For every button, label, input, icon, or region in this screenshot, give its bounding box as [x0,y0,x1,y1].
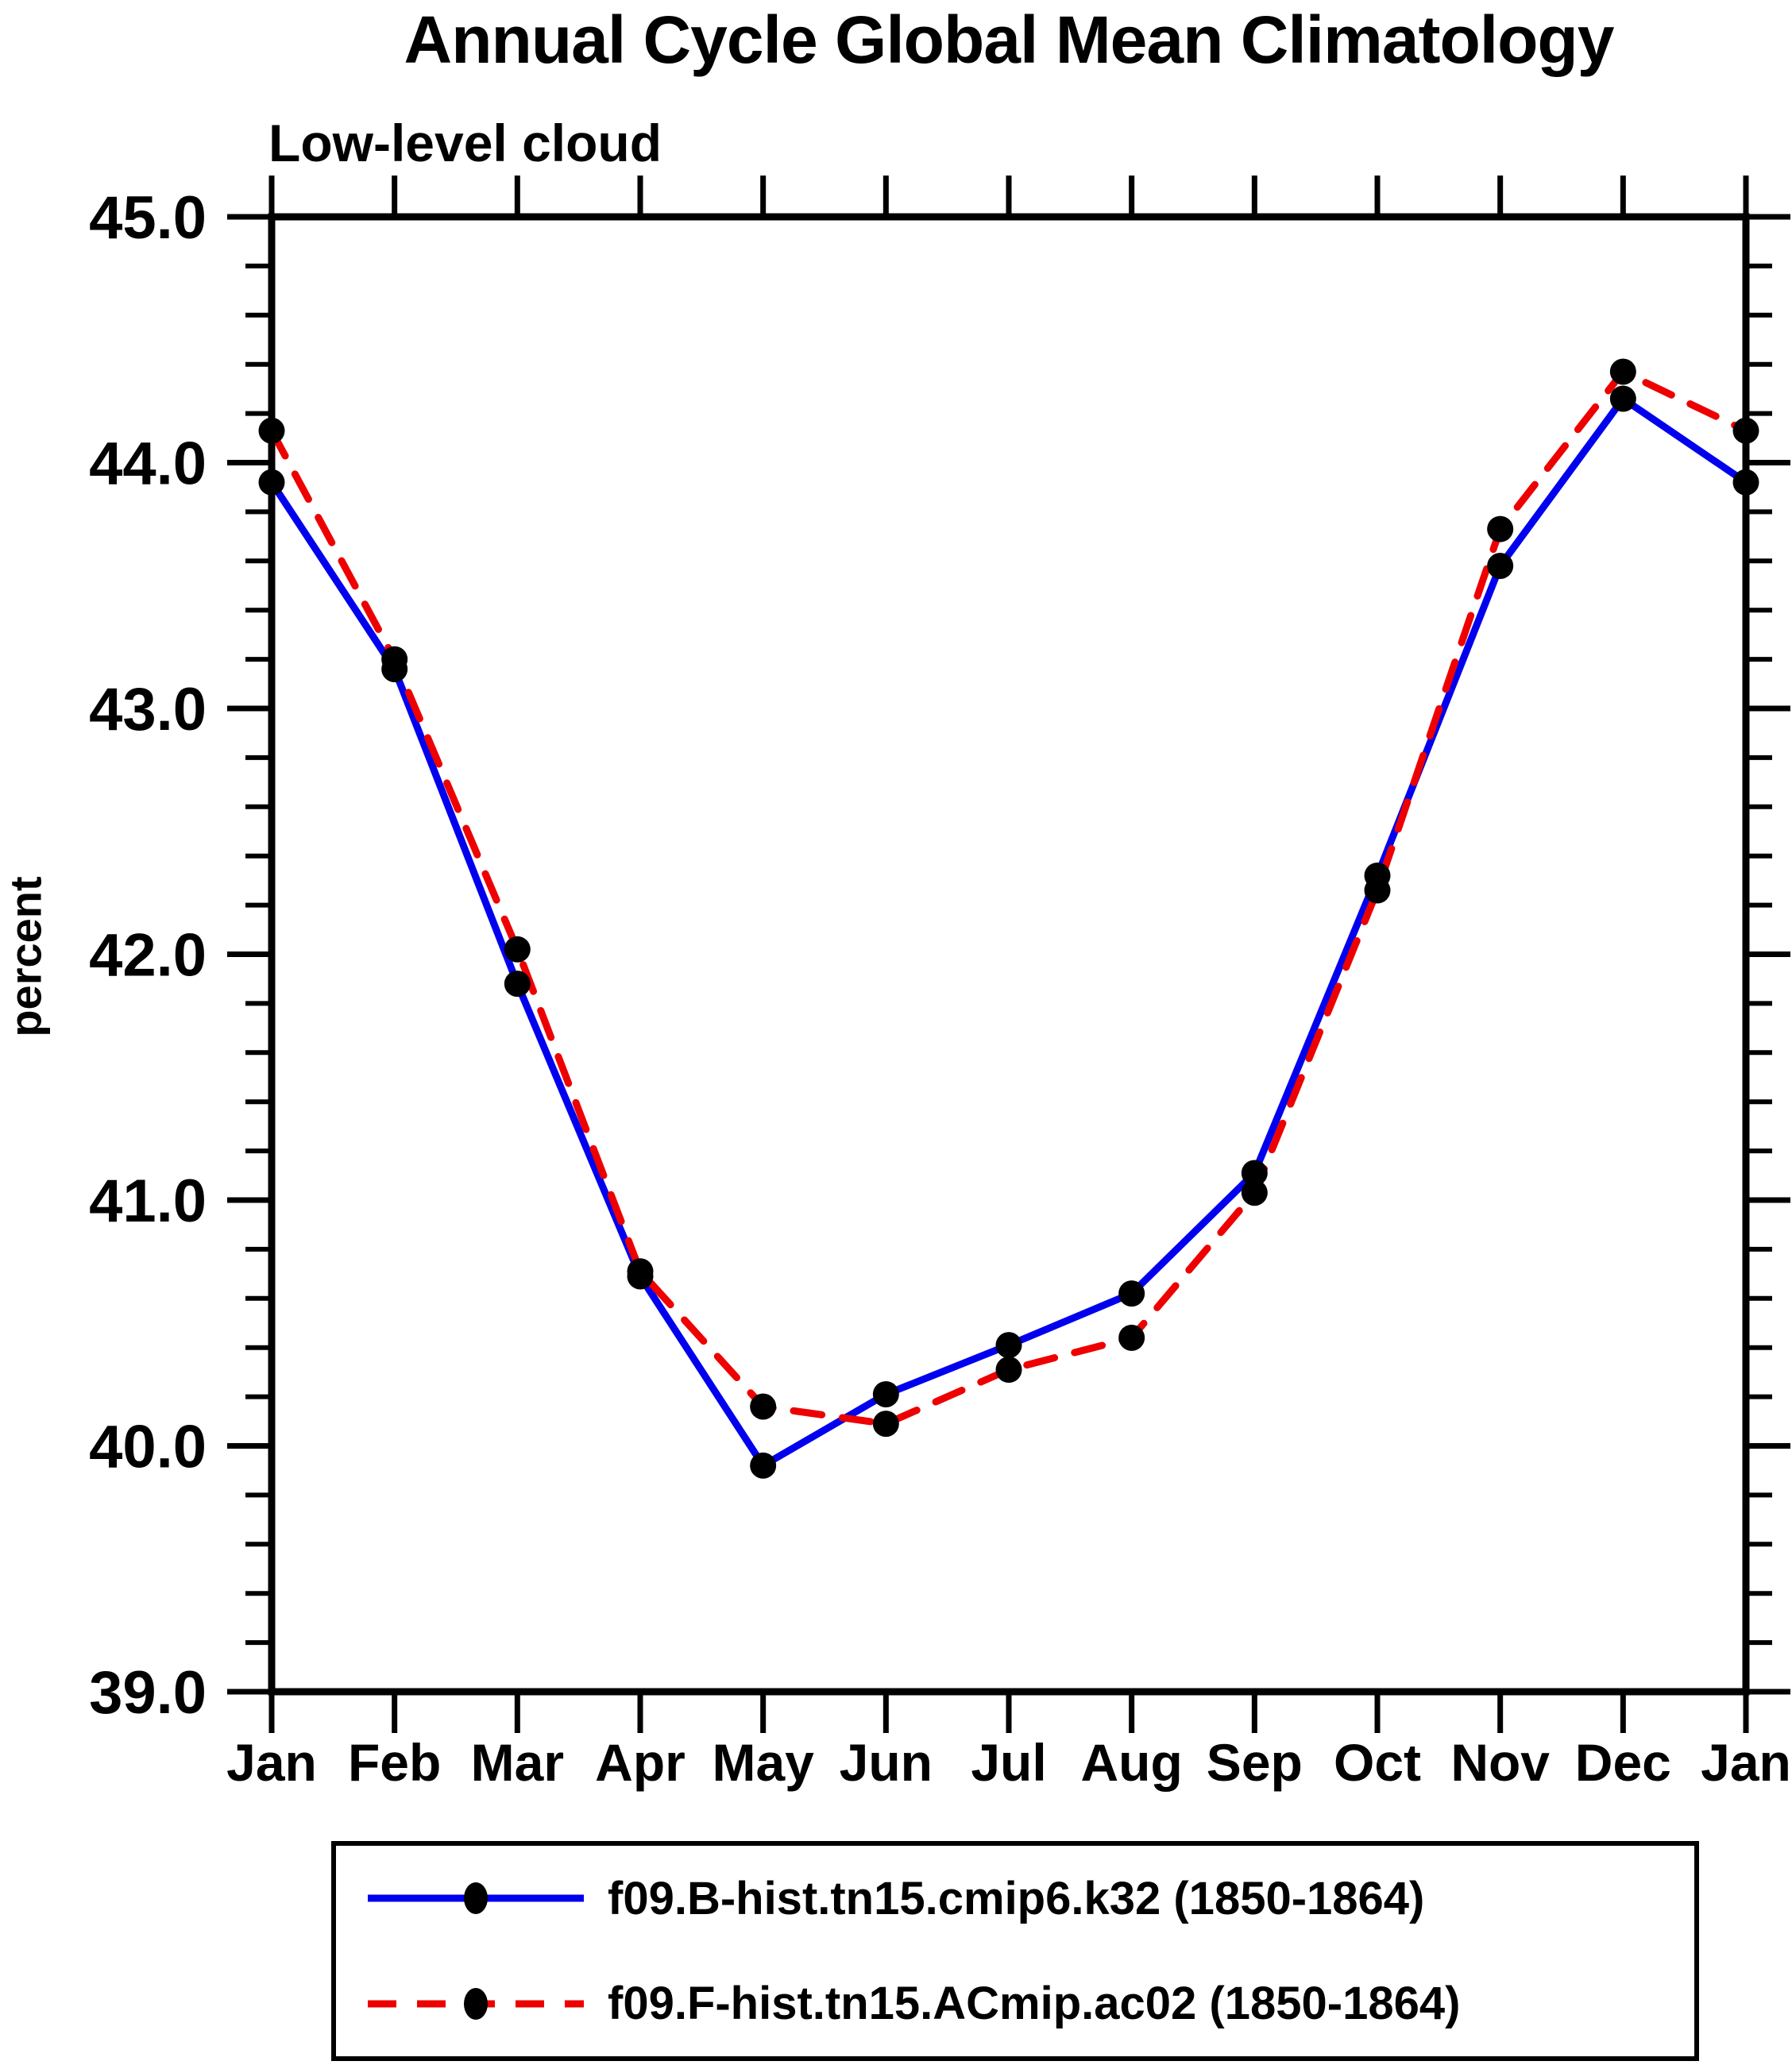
data-point-marker [872,1411,899,1438]
x-tick-label: Jun [840,1733,933,1792]
data-point-marker [750,1452,777,1479]
y-tick-label: 40.0 [89,1414,207,1481]
y-tick-label: 42.0 [89,922,207,990]
legend: f09.B-hist.tn15.cmip6.k32 (1850-1864) f09… [331,1841,1699,2061]
data-point-marker [1609,358,1636,385]
x-tick-label: Feb [348,1733,441,1792]
y-tick-label: 43.0 [89,676,207,743]
data-point-marker [1364,877,1391,904]
x-tick-label: May [712,1733,814,1792]
y-tick-label: 41.0 [89,1168,207,1235]
data-point-marker [1241,1179,1268,1206]
data-point-marker [1732,469,1759,496]
data-point-marker [1609,385,1636,412]
data-point-marker [627,1258,654,1285]
x-tick-label: Jan [1701,1733,1791,1792]
data-point-marker [1118,1324,1145,1351]
x-tick-label: Aug [1081,1733,1183,1792]
legend-label-1: f09.F-hist.tn15.ACmip.ac02 (1850-1864) [608,1978,1461,2030]
x-tick-label: Sep [1207,1733,1303,1792]
data-point-marker [258,469,285,496]
data-point-marker [1487,515,1514,542]
x-tick-label: Mar [471,1733,564,1792]
data-point-marker [504,971,531,998]
data-point-marker [1118,1280,1145,1307]
x-tick-label: Oct [1334,1733,1421,1792]
y-tick-label: 39.0 [89,1659,207,1727]
x-tick-label: Jul [971,1733,1046,1792]
data-point-marker [1487,552,1514,579]
series-line-0 [268,393,1750,1471]
data-point-marker [995,1357,1022,1384]
x-tick-label: Dec [1575,1733,1671,1792]
legend-line-sample [368,1882,584,1915]
y-tick-label: 45.0 [89,184,207,252]
data-point-marker [1241,1160,1268,1187]
chart-subtitle: Low-level cloud [268,114,662,172]
x-tick-label: Nov [1450,1733,1550,1792]
legend-item-0: f09.B-hist.tn15.cmip6.k32 (1850-1864) [365,1872,1694,1925]
x-tick-label: Jan [226,1733,317,1792]
plot-frame [268,213,1750,1696]
data-point-marker [995,1332,1022,1359]
data-point-marker [258,417,285,444]
page-title: Annual Cycle Global Mean Climatology [404,2,1615,77]
x-tick-label: Apr [595,1733,686,1792]
legend-marker-dot [464,1882,488,1915]
data-point-marker [750,1393,777,1420]
data-point-marker [504,936,531,963]
data-point-marker [872,1381,899,1408]
legend-line-sample [368,1987,584,2020]
y-tick-label: 44.0 [89,430,207,498]
data-point-marker [381,646,408,673]
legend-label-0: f09.B-hist.tn15.cmip6.k32 (1850-1864) [608,1872,1425,1924]
legend-marker-dot [464,1987,488,2020]
legend-item-1: f09.F-hist.tn15.ACmip.ac02 (1850-1864) [365,1977,1694,2030]
data-point-marker [1732,417,1759,444]
